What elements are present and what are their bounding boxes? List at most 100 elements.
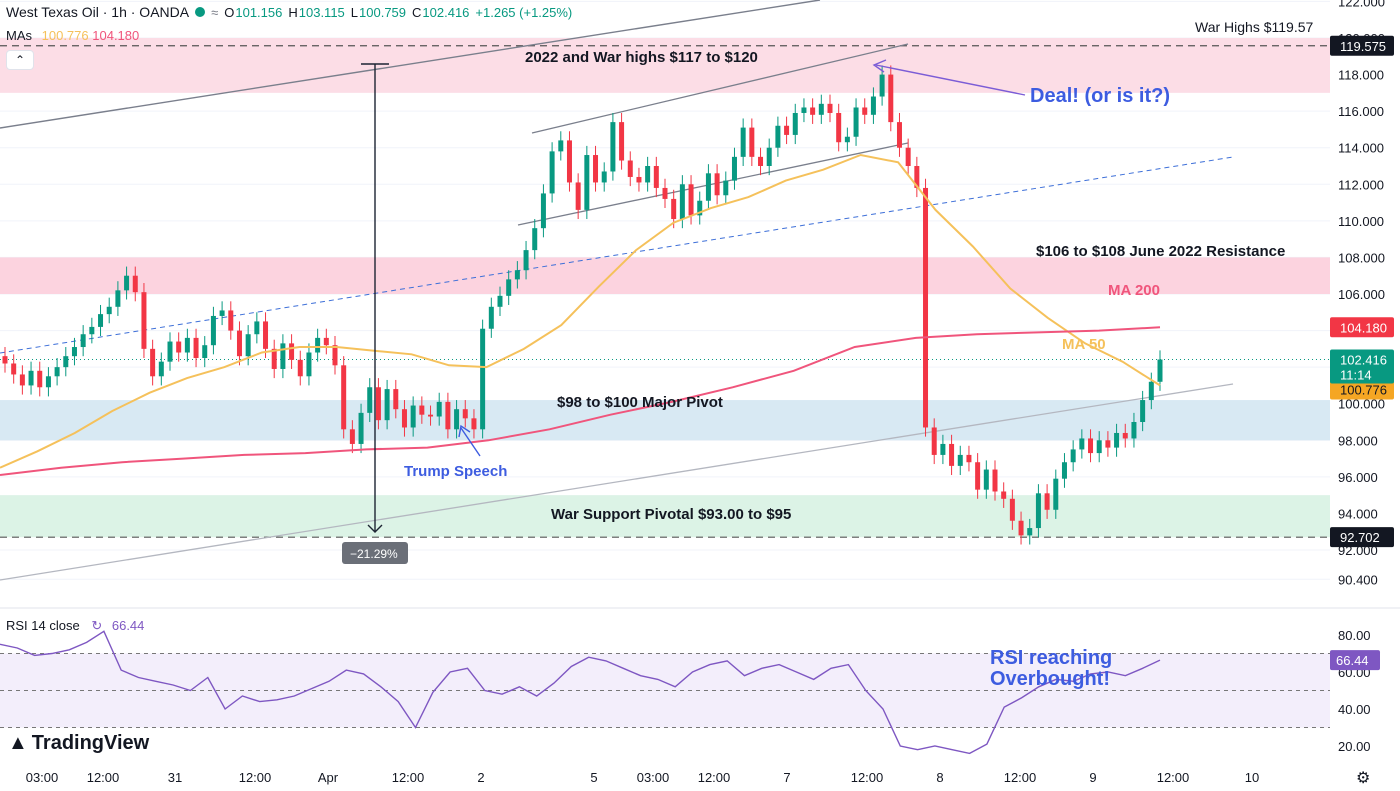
candle-body [1079, 438, 1085, 450]
time-tick: 31 [168, 770, 182, 785]
candle-body [54, 367, 60, 377]
annotations: War Highs $119.57 2022 and War highs $117… [342, 19, 1313, 564]
candle-body [367, 387, 373, 413]
rsi-note-1: RSI reaching [990, 647, 1112, 669]
moving-averages [0, 153, 1161, 476]
compare-icon[interactable]: ≈ [211, 4, 219, 20]
support-tag-text: 92.702 [1340, 530, 1380, 545]
candle-body [28, 370, 34, 386]
candle-body [1009, 498, 1015, 521]
candle-body [332, 345, 338, 366]
candle-body [488, 306, 494, 329]
lower-trendline [0, 383, 1234, 581]
candle-body [245, 334, 251, 357]
candle-body [1088, 438, 1094, 454]
price-tick: 96.000 [1338, 470, 1378, 485]
candle-body [923, 187, 929, 428]
trump-arrowhead [458, 424, 471, 438]
rsi-legend[interactable]: RSI 14 close ↻ 66.44 [6, 618, 144, 634]
candle-body [1044, 493, 1050, 510]
time-tick: 5 [590, 770, 597, 785]
candle-body [341, 365, 347, 430]
candle-body [1148, 381, 1154, 401]
price-tick: 100.000 [1338, 397, 1385, 412]
time-tick: 12:00 [851, 770, 884, 785]
support-tag [1330, 527, 1394, 548]
candle-body [862, 107, 868, 115]
candle-body [619, 122, 625, 161]
trend-lines [0, 0, 1330, 581]
candle-body [931, 427, 937, 455]
candle-body [905, 147, 911, 166]
candle-body [315, 337, 321, 353]
tradingview-logo: ▲ TradingView [8, 732, 150, 754]
candle-body [575, 182, 581, 210]
candle-body [679, 184, 685, 220]
candle-body [271, 348, 277, 369]
chevron-up-icon[interactable]: ⌃ [6, 50, 34, 70]
candle-body [949, 443, 955, 466]
price-tick: 108.000 [1338, 250, 1385, 265]
candle-body [1140, 400, 1146, 422]
candle-body [740, 127, 746, 157]
candle-body [193, 337, 199, 358]
time-tick: 12:00 [1157, 770, 1190, 785]
candle-body [89, 326, 95, 335]
candle-body [810, 107, 816, 115]
ma200-value: 104.180 [92, 28, 140, 43]
candle-body [254, 321, 260, 335]
support-label: War Support Pivotal $93.00 to $95 [551, 506, 791, 523]
rsi-note-2: Overbought! [990, 668, 1110, 690]
settings-icon[interactable]: ⚙ [1356, 770, 1371, 787]
time-tick: 03:00 [637, 770, 670, 785]
time-tick: 03:00 [26, 770, 59, 785]
resistance-zone [0, 257, 1330, 294]
candle-body [506, 279, 512, 296]
candle-body [688, 184, 694, 216]
candle-body [384, 389, 390, 421]
candle-body [98, 314, 104, 327]
candle-body [410, 405, 416, 428]
ma200-label: MA 200 [1108, 282, 1160, 299]
ma50-value: 100.776 [41, 28, 89, 43]
candle-body [940, 443, 946, 455]
candle-body [219, 310, 225, 316]
candle-body [436, 401, 442, 417]
candle-body [176, 341, 182, 353]
moving-averages-legend[interactable]: MAs 100.776 104.180 [6, 28, 139, 43]
candle-body [45, 376, 51, 388]
candle-body [462, 409, 468, 419]
candle-body [844, 136, 850, 143]
candle-body [1096, 440, 1102, 454]
rsi-tick: 80.00 [1338, 628, 1371, 643]
ohlc-close: C102.416 [412, 4, 470, 20]
candle-body [19, 374, 25, 386]
candle-body [497, 295, 503, 307]
ma50-label: MA 50 [1062, 336, 1106, 353]
time-tick: 12:00 [1004, 770, 1037, 785]
candle-body [419, 405, 425, 415]
price-tick: 106.000 [1338, 287, 1385, 302]
candle-body [983, 469, 989, 490]
candle-body [523, 250, 529, 271]
ma200-line [0, 326, 1161, 476]
candle-body [1131, 422, 1137, 439]
refresh-icon: ↻ [91, 618, 103, 633]
candle-body [132, 275, 138, 293]
candle-body [888, 74, 894, 123]
candle-body [549, 151, 555, 194]
price-axis[interactable]: 122.000120.000118.000116.000114.000112.0… [1330, 0, 1394, 587]
candle-body [202, 345, 208, 358]
ma50-tag [1330, 379, 1394, 400]
trump-label: Trump Speech [404, 463, 507, 480]
candle-body [1070, 449, 1076, 463]
candle-body [705, 173, 711, 201]
symbol-title[interactable]: West Texas Oil · 1h · OANDA [6, 4, 190, 20]
rsi-line [0, 630, 1161, 755]
time-axis[interactable]: 03:00 12:00 31 12:00 Apr 12:00 2 5 03:00 12:00 7 12… [26, 770, 1260, 785]
candle-body [775, 125, 781, 148]
time-tick: 7 [783, 770, 790, 785]
time-tick: 12:00 [239, 770, 272, 785]
